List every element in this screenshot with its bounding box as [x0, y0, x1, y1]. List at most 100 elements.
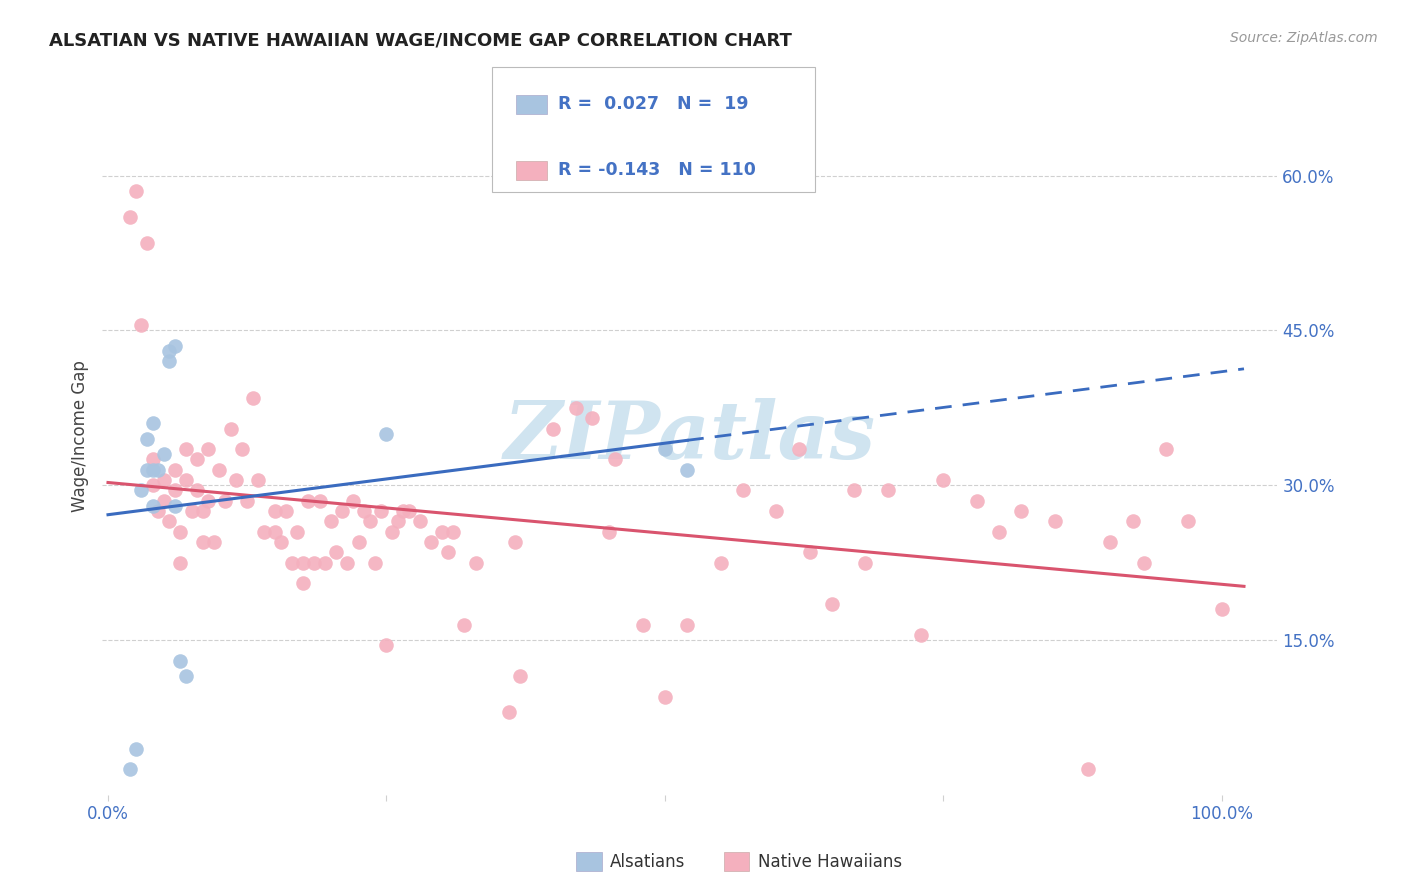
Text: R =  0.027   N =  19: R = 0.027 N = 19 [558, 95, 748, 113]
Point [186, 483, 208, 498]
Point [1154, 442, 1177, 457]
Text: Native Hawaiians: Native Hawaiians [758, 853, 903, 871]
Point [598, 524, 620, 539]
Point [231, 442, 253, 457]
Point [152, 473, 174, 487]
Point [581, 411, 603, 425]
Point [186, 452, 208, 467]
Point [330, 504, 353, 518]
Point [152, 493, 174, 508]
Point [876, 483, 898, 498]
Point [142, 452, 165, 467]
Point [163, 339, 186, 353]
Point [844, 483, 866, 498]
Point [1099, 535, 1122, 549]
Point [314, 556, 336, 570]
Text: R = -0.143   N = 110: R = -0.143 N = 110 [558, 161, 756, 179]
Point [142, 478, 165, 492]
Point [146, 463, 169, 477]
Point [654, 690, 676, 704]
Point [509, 669, 531, 683]
Point [765, 504, 787, 518]
Point [197, 442, 219, 457]
Point [191, 504, 214, 518]
Point [441, 524, 464, 539]
Point [253, 524, 276, 539]
Point [136, 432, 159, 446]
Point [498, 706, 520, 720]
Point [270, 535, 292, 549]
Point [163, 499, 186, 513]
Point [169, 654, 191, 668]
Point [163, 463, 186, 477]
Point [398, 504, 420, 518]
Point [191, 535, 214, 549]
Point [1122, 515, 1144, 529]
Point [1077, 762, 1099, 776]
Text: Source: ZipAtlas.com: Source: ZipAtlas.com [1230, 31, 1378, 45]
Point [436, 545, 458, 559]
Point [297, 493, 319, 508]
Point [654, 442, 676, 457]
Point [169, 556, 191, 570]
Point [125, 184, 148, 198]
Point [142, 463, 165, 477]
Point [236, 493, 259, 508]
Point [214, 493, 236, 508]
Point [142, 499, 165, 513]
Point [709, 556, 731, 570]
Point [302, 556, 325, 570]
Point [157, 344, 180, 359]
Point [1177, 515, 1199, 529]
Point [174, 442, 197, 457]
Point [359, 515, 381, 529]
Point [381, 524, 404, 539]
Point [676, 463, 699, 477]
Point [146, 504, 169, 518]
Point [142, 417, 165, 431]
Point [821, 597, 844, 611]
Point [136, 463, 159, 477]
Point [136, 235, 159, 250]
Point [731, 483, 754, 498]
Point [676, 617, 699, 632]
Point [276, 504, 298, 518]
Point [430, 524, 453, 539]
Point [1010, 504, 1032, 518]
Point [169, 524, 191, 539]
Point [392, 504, 415, 518]
Point [152, 447, 174, 461]
Point [157, 354, 180, 368]
Point [163, 483, 186, 498]
Point [1132, 556, 1154, 570]
Point [503, 535, 526, 549]
Point [799, 545, 821, 559]
Point [375, 426, 398, 441]
Point [291, 576, 314, 591]
Point [853, 556, 876, 570]
Point [225, 473, 247, 487]
Point [174, 669, 197, 683]
Point [264, 524, 287, 539]
Point [464, 556, 486, 570]
Point [336, 556, 359, 570]
Point [631, 617, 654, 632]
Point [285, 524, 308, 539]
Point [787, 442, 810, 457]
Point [409, 515, 432, 529]
Text: ZIPatlas: ZIPatlas [503, 398, 876, 475]
Point [1043, 515, 1066, 529]
Point [988, 524, 1011, 539]
Point [1211, 602, 1233, 616]
Point [364, 556, 387, 570]
Point [247, 473, 270, 487]
Point [453, 617, 475, 632]
Point [281, 556, 304, 570]
Point [308, 493, 330, 508]
Point [375, 638, 398, 652]
Point [157, 515, 180, 529]
Point [966, 493, 988, 508]
Text: Alsatians: Alsatians [610, 853, 686, 871]
Point [208, 463, 231, 477]
Point [420, 535, 443, 549]
